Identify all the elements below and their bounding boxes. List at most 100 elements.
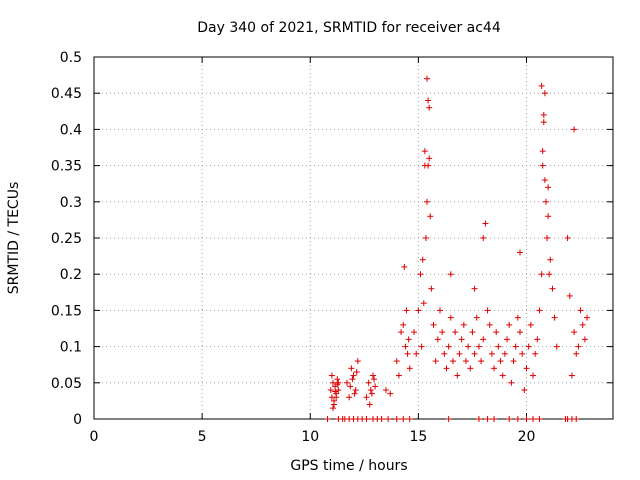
y-tick-label: 0.3 (60, 195, 82, 211)
data-point (348, 365, 355, 372)
data-point (581, 336, 588, 343)
data-point (506, 321, 513, 328)
data-point (382, 387, 389, 394)
data-point (584, 314, 591, 321)
data-point (393, 358, 400, 365)
data-point (378, 416, 385, 422)
y-tick-label: 0.05 (51, 376, 82, 392)
data-point (501, 350, 508, 357)
data-point (512, 343, 519, 350)
data-point (334, 376, 341, 383)
plot-frame (93, 56, 614, 420)
data-point (403, 307, 410, 314)
data-point (536, 307, 543, 314)
x-tick-label: 5 (198, 429, 207, 445)
data-point (534, 336, 541, 343)
data-point (430, 321, 437, 328)
data-point (493, 329, 500, 336)
data-point (418, 343, 425, 350)
data-point (499, 372, 506, 379)
data-point (484, 307, 491, 314)
data-point (411, 329, 418, 336)
data-point (566, 292, 573, 299)
data-point (541, 90, 548, 97)
data-point (529, 372, 536, 379)
data-point (517, 329, 524, 336)
data-point (541, 177, 548, 184)
data-point (545, 184, 552, 191)
data-point (573, 350, 580, 357)
data-point (365, 379, 372, 386)
y-tick-label: 0.15 (51, 303, 82, 319)
data-point (480, 336, 487, 343)
data-point (519, 350, 526, 357)
x-tick-label: 20 (518, 429, 536, 445)
data-point (329, 379, 336, 386)
data-point (350, 372, 357, 379)
data-point (419, 256, 426, 263)
data-point (484, 416, 491, 422)
data-point (551, 314, 558, 321)
x-tick-label: 0 (90, 429, 99, 445)
data-point (497, 358, 504, 365)
y-tick-label: 0.4 (60, 122, 82, 138)
data-point (539, 148, 546, 155)
data-point (417, 271, 424, 278)
data-point (371, 376, 378, 383)
data-point (488, 350, 495, 357)
data-point (456, 350, 463, 357)
data-point (480, 235, 487, 241)
data-point (424, 198, 431, 205)
data-point (471, 350, 478, 357)
data-point (579, 321, 586, 328)
y-axis-label: SRMTID / TECUs (6, 182, 22, 295)
data-point (510, 358, 517, 365)
data-point (335, 387, 342, 394)
data-point (504, 336, 511, 343)
data-point (405, 336, 412, 343)
data-point (514, 416, 521, 422)
data-point (368, 390, 375, 397)
data-point (385, 416, 392, 422)
data-point (486, 321, 493, 328)
y-tick-label: 0.5 (60, 50, 82, 66)
y-tick-label: 0.1 (60, 340, 82, 356)
data-point (424, 75, 431, 82)
data-point (538, 82, 545, 89)
data-point (527, 321, 534, 328)
y-tick-label: 0.45 (51, 86, 82, 102)
data-point (425, 97, 432, 104)
data-point (465, 343, 472, 350)
data-point (544, 235, 551, 241)
data-point (406, 416, 413, 422)
data-point (546, 271, 553, 278)
data-point (536, 416, 543, 422)
x-tick-label: 10 (301, 429, 319, 445)
chart-title: Day 340 of 2021, SRMTID for receiver ac4… (197, 20, 501, 36)
data-point (434, 336, 441, 343)
data-point (454, 372, 461, 379)
data-point (425, 162, 432, 169)
data-point (432, 358, 439, 365)
data-point (491, 416, 498, 422)
data-point (443, 365, 450, 372)
data-point (532, 350, 539, 357)
data-point (366, 401, 373, 408)
data-point (400, 321, 407, 328)
data-point (540, 119, 547, 126)
data-point (571, 126, 578, 133)
data-point (354, 358, 361, 365)
data-point (462, 358, 469, 365)
data-point (525, 343, 532, 350)
axis-ticks: 0 5 10 15 20 0 0.05 0.1 0.15 0.2 0.25 0.3 0.35 0.4 0.4… (51, 50, 613, 445)
data-point (404, 350, 411, 357)
data-point (460, 321, 467, 328)
data-point (467, 365, 474, 372)
data-point (351, 390, 358, 397)
data-point (449, 358, 456, 365)
data-point (508, 379, 515, 386)
data-point (398, 329, 405, 336)
data-point (521, 387, 528, 394)
data-point (413, 350, 420, 357)
data-point (437, 307, 443, 314)
